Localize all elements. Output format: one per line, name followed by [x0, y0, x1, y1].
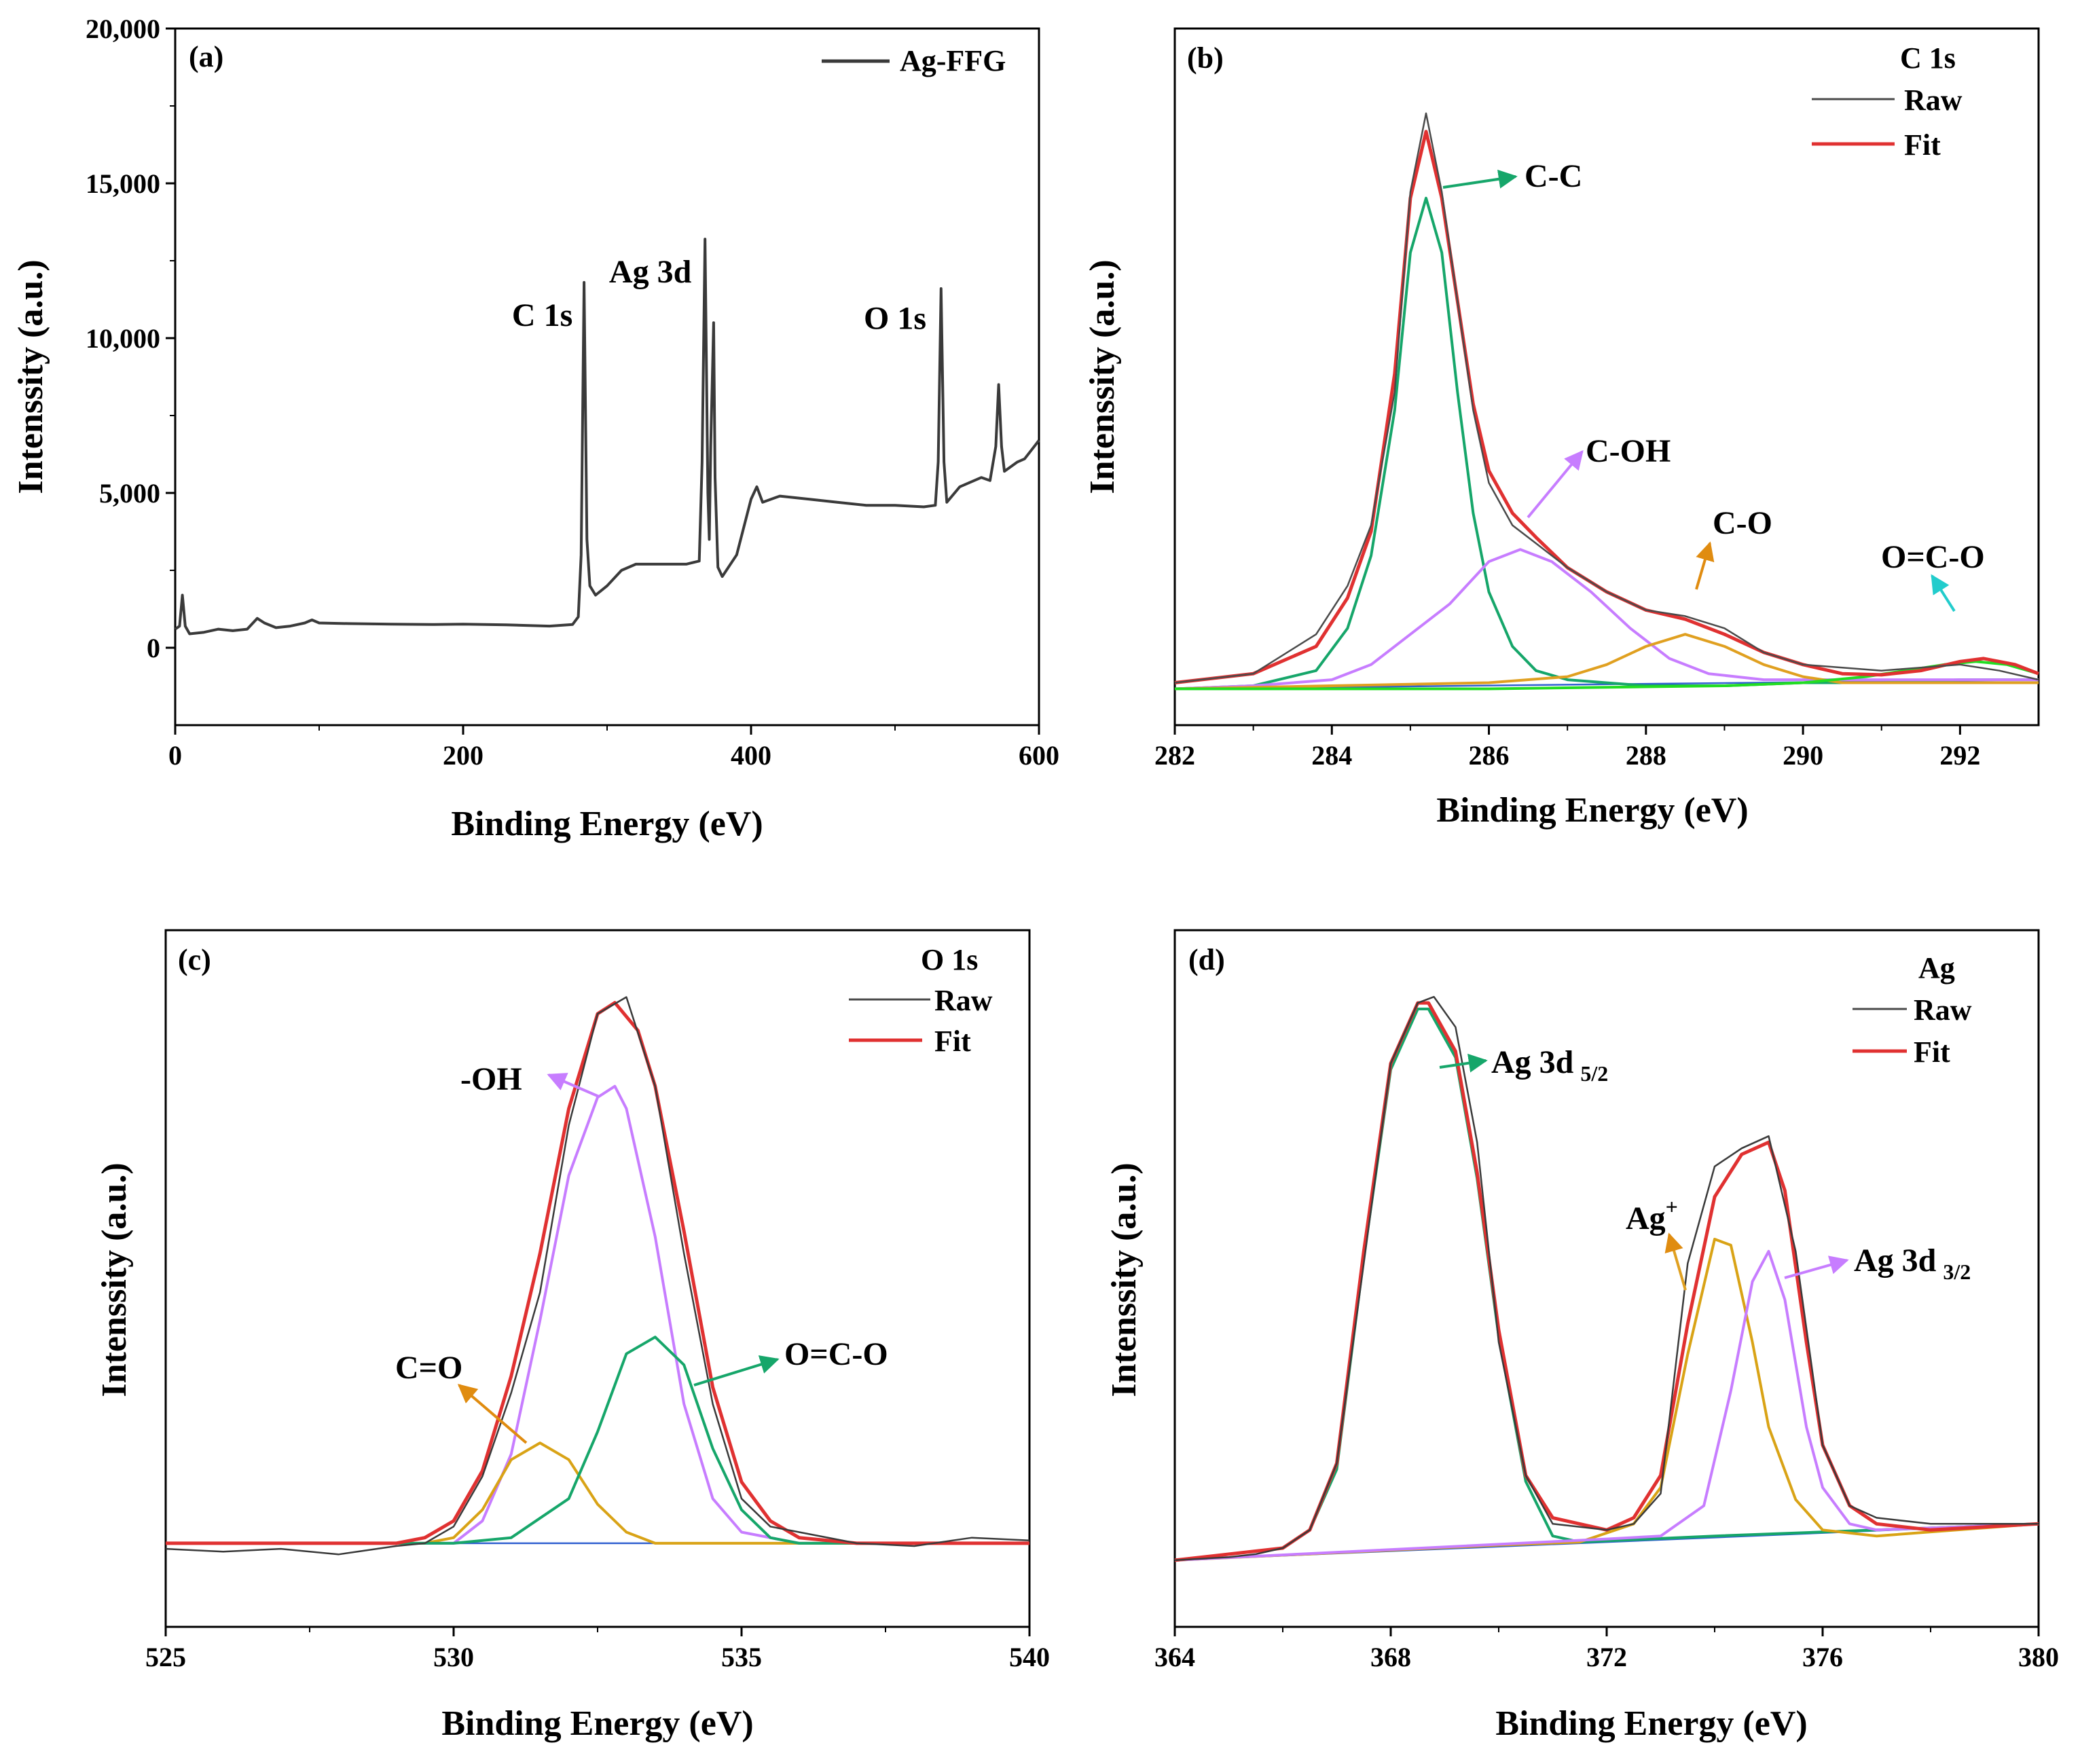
panel-a-legend-label: Ag-FFG	[900, 44, 1006, 77]
panel-b-ylabel: Intenssity (a.u.)	[1083, 259, 1122, 494]
panel-d-series-fit	[1174, 1001, 2039, 1562]
panel-c: (c) O 1s Raw Fit Binding Energy (eV) Int…	[95, 929, 1050, 1743]
panel-b-label-cc: C-C	[1525, 158, 1582, 194]
panel-a-xtick-label: 200	[443, 740, 483, 771]
panel-c-label-oco: O=C-O	[784, 1336, 888, 1372]
panel-b-xlabel: Binding Energy (eV)	[1436, 791, 1748, 830]
panel-b-legend-raw: Raw	[1904, 84, 1963, 117]
panel-a-peak-c1s: C 1s	[512, 297, 572, 333]
panel-c-frame	[164, 929, 1031, 1628]
panel-c-label-co: C=O	[395, 1350, 462, 1386]
panel-b-label-coh: C-OH	[1586, 433, 1671, 469]
panel-b-series-c-oh	[1174, 548, 2039, 691]
panel-b-series-fit	[1174, 130, 2039, 684]
panel-d-xtick-label: 372	[1586, 1642, 1627, 1672]
panel-c-xlabel: Binding Energy (eV)	[441, 1704, 753, 1743]
panel-c-label: (c)	[178, 943, 211, 976]
panel-c-arrow-oco	[693, 1355, 780, 1386]
panel-a-peak-o1s: O 1s	[864, 300, 926, 336]
panel-b-arrow-oco	[1931, 574, 1956, 612]
panel-c-xtick-label: 540	[1009, 1642, 1050, 1672]
panel-d-arrow-ag52	[1439, 1053, 1488, 1073]
panel-b-arrow-coh	[1527, 449, 1584, 519]
panel-d-xtick-label: 364	[1154, 1642, 1195, 1672]
panel-d-series-ag-3d-3-2	[1174, 1249, 2039, 1562]
panel-b-xtick-label: 288	[1626, 740, 1666, 771]
panel-a-ytick-label: 5,000	[99, 478, 160, 509]
panel-c-arrow-oh	[547, 1073, 600, 1098]
panel-d: (d) Ag Raw Fit Binding Energy (eV) Inten…	[1105, 929, 2059, 1743]
panel-d-series-ag	[1174, 1238, 2039, 1562]
panel-b-label-co: C-O	[1713, 505, 1772, 541]
panel-b-xtick-label: 292	[1939, 740, 1980, 771]
panel-c-series-raw	[165, 996, 1030, 1556]
panel-c-xtick-label: 530	[433, 1642, 474, 1672]
panel-b-xtick-label: 284	[1311, 740, 1352, 771]
panel-d-ylabel: Intenssity (a.u.)	[1105, 1162, 1144, 1397]
panel-a-frame	[174, 27, 1040, 727]
panel-c-xtick-label: 525	[145, 1642, 186, 1672]
panel-c-title: O 1s	[921, 943, 978, 976]
panel-b-legend-fit: Fit	[1904, 128, 1941, 162]
panel-d-title: Ag	[1918, 951, 1955, 985]
panel-a-ytick-label: 15,000	[86, 168, 160, 199]
panel-c-legend-raw: Raw	[934, 984, 993, 1017]
panel-a-ytick-label: 0	[147, 633, 160, 663]
panel-d-legend-fit: Fit	[1914, 1035, 1950, 1069]
panel-d-frame	[1173, 929, 2040, 1628]
panel-d-xtick-label: 380	[2018, 1642, 2059, 1672]
panel-d-label: (d)	[1188, 943, 1225, 976]
panel-c-series-fit	[166, 1001, 1029, 1545]
panel-d-arrow-agplus	[1664, 1232, 1687, 1291]
panel-b-xtick-label: 282	[1154, 740, 1195, 771]
panel-a-xtick-label: 0	[168, 740, 182, 771]
panel-a-xtick-label: 400	[731, 740, 771, 771]
panel-d-xtick-label: 368	[1370, 1642, 1411, 1672]
panel-d-xtick-label: 376	[1802, 1642, 1843, 1672]
panel-c-label-oh: -OH	[460, 1061, 522, 1097]
panel-a-label: (a)	[189, 40, 223, 73]
panel-a-ylabel: Intenssity (a.u.)	[12, 259, 50, 494]
panel-c-series-oh	[166, 1084, 1029, 1545]
panel-a-xlabel: Binding Energy (eV)	[451, 805, 763, 843]
panel-c-series-c-o	[166, 1441, 1029, 1545]
panel-b-label: (b)	[1187, 41, 1224, 75]
panel-d-label-agplus: Ag+	[1626, 1194, 1678, 1236]
panel-b: (b) C 1s Raw Fit Binding Energy (eV) Int…	[1083, 27, 2040, 830]
panel-a-ytick-label: 20,000	[86, 14, 160, 44]
panel-b-arrow-co	[1695, 541, 1715, 590]
panel-a-series-ag-ffg	[174, 238, 1040, 636]
panel-b-series-c-o	[1174, 633, 2039, 691]
panel-d-arrow-ag32	[1784, 1255, 1849, 1279]
panel-b-xtick-label: 286	[1469, 740, 1510, 771]
panel-d-series-ag-3d-5-2	[1174, 1008, 2039, 1562]
panel-c-ylabel: Intenssity (a.u.)	[95, 1162, 134, 1397]
panel-d-label-ag32: Ag 3d 3/2	[1854, 1243, 1971, 1284]
panel-d-legend-raw: Raw	[1914, 993, 1972, 1027]
panel-b-frame	[1173, 27, 2040, 727]
panel-d-xlabel: Binding Energy (eV)	[1495, 1704, 1807, 1743]
panel-b-series-raw	[1174, 112, 2039, 684]
panel-c-arrow-co	[457, 1384, 528, 1444]
panel-c-legend-fit: Fit	[934, 1025, 971, 1058]
panel-a-ytick-label: 10,000	[86, 323, 160, 354]
panel-d-series-raw	[1174, 995, 2039, 1562]
panel-c-series-o-c-o	[166, 1336, 1029, 1545]
panel-b-label-oco: O=C-O	[1881, 539, 1985, 575]
panel-b-title: C 1s	[1900, 41, 1956, 75]
panel-a-peak-ag3d: Ag 3d	[609, 254, 692, 290]
panel-a-xtick-label: 600	[1019, 740, 1059, 771]
panel-a: (a) Ag-FFG Binding Energy (eV) Intenssit…	[12, 14, 1059, 843]
panel-b-xtick-label: 290	[1783, 740, 1823, 771]
panel-c-xtick-label: 535	[721, 1642, 762, 1672]
panel-d-label-ag52: Ag 3d 5/2	[1491, 1044, 1608, 1086]
panel-b-arrow-cc	[1442, 169, 1518, 189]
